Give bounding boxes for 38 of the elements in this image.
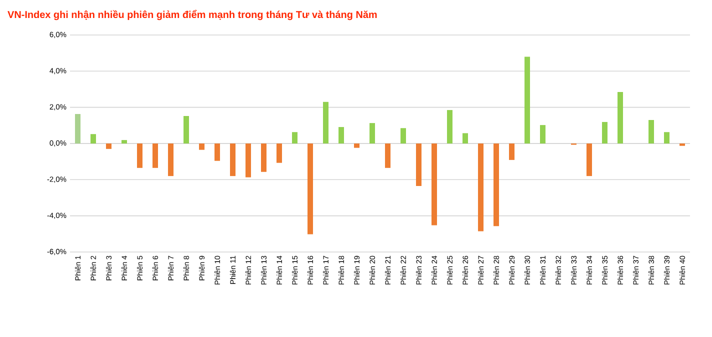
bar [152, 143, 158, 168]
bar [462, 133, 468, 144]
bar [416, 143, 422, 186]
bar [338, 127, 344, 144]
bar [354, 143, 360, 148]
bar [680, 143, 686, 146]
bar [664, 132, 670, 144]
bar [106, 143, 112, 149]
bar [168, 143, 174, 176]
bar [276, 143, 282, 163]
bar [122, 140, 127, 144]
bar [230, 143, 236, 176]
bar [184, 116, 189, 144]
bar [648, 120, 654, 144]
bar [75, 114, 80, 144]
bar [400, 128, 406, 144]
bar [199, 143, 204, 150]
bar [524, 56, 530, 144]
bar [618, 92, 624, 144]
bar [509, 143, 515, 160]
bar [602, 122, 608, 144]
bar [494, 143, 500, 226]
bar [308, 143, 313, 234]
bar [90, 134, 96, 144]
bar [478, 143, 484, 232]
bar [540, 125, 546, 144]
bar [137, 143, 142, 168]
bar [586, 143, 592, 176]
bar [261, 143, 266, 172]
bar [323, 102, 328, 144]
chart-title: VN-Index ghi nhận nhiều phiên giảm điểm mạnh trong tháng Tư và tháng Năm [8, 10, 377, 20]
bar [246, 143, 251, 178]
bar [214, 143, 220, 161]
bar [292, 132, 298, 144]
bar [370, 123, 375, 144]
bar [432, 143, 438, 226]
bar [385, 143, 390, 168]
bar [447, 110, 453, 144]
